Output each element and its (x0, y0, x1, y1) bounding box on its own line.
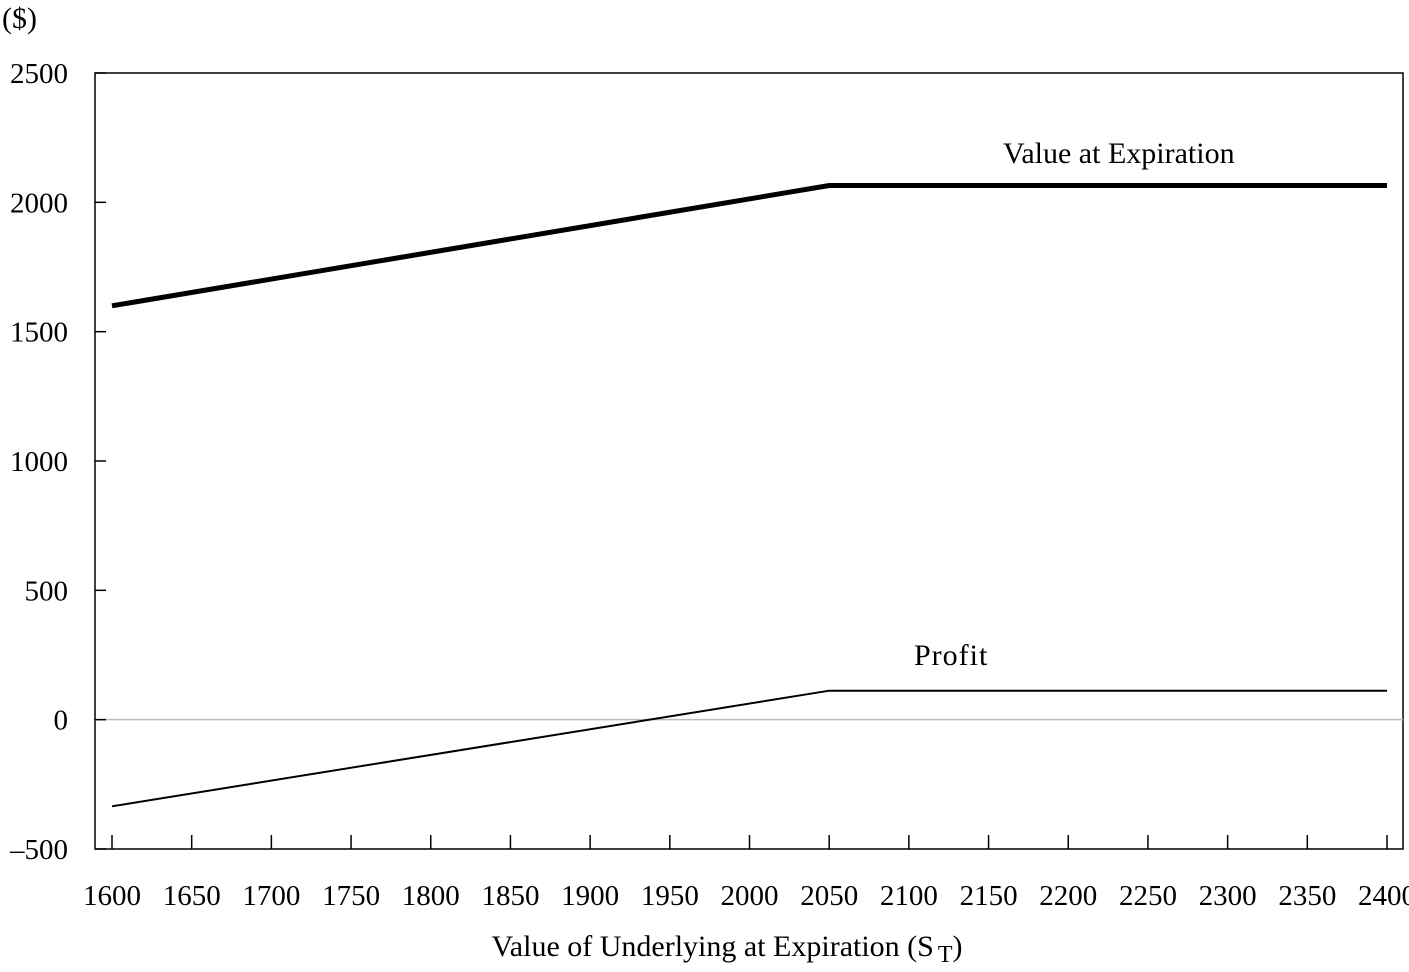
x-axis-label-main: Value of Underlying at Expiration (S (491, 930, 933, 963)
x-tick-label: 2100 (880, 880, 938, 912)
plot-frame (94, 72, 1404, 850)
series-label-profit: Profit (914, 639, 988, 672)
x-tick-label: 2000 (721, 880, 779, 912)
x-tick-label: 1600 (83, 880, 141, 912)
x-tick-label: 2400 (1358, 880, 1409, 912)
y-tick-label: –500 (9, 834, 68, 866)
y-axis: 2500 2000 1500 1000 500 0 –500 (9, 58, 106, 866)
y-tick-label: 2500 (10, 58, 68, 90)
y-tick-label: 1000 (10, 446, 68, 478)
x-tick-label: 1650 (163, 880, 221, 912)
x-tick-label: 2350 (1278, 880, 1336, 912)
y-tick-label: 500 (25, 575, 69, 607)
x-tick-label: 1800 (402, 880, 460, 912)
x-tick-label: 2200 (1039, 880, 1097, 912)
x-axis-label-subscript: T (938, 942, 953, 968)
x-tick-label: 2150 (960, 880, 1018, 912)
x-tick-label: 2050 (800, 880, 858, 912)
series-line-value-at-expiration (111, 183, 1387, 309)
x-tick-label: 2250 (1119, 880, 1177, 912)
x-tick-label: 1750 (322, 880, 380, 912)
x-tick-label: 2300 (1199, 880, 1257, 912)
x-tick-label: 1900 (561, 880, 619, 912)
x-axis-label-close: ) (953, 930, 963, 963)
series-label-value-at-expiration: Value at Expiration (1003, 137, 1235, 170)
y-unit-label: ($) (2, 2, 37, 35)
x-tick-label: 1700 (242, 880, 300, 912)
y-tick-label: 2000 (10, 187, 68, 219)
x-axis-label: Value of Underlying at Expiration (S T) (491, 930, 962, 968)
y-tick-label: 0 (54, 705, 69, 737)
y-tick-label: 1500 (10, 317, 68, 349)
series-line-profit (111, 689, 1387, 808)
x-tick-label: 1950 (641, 880, 699, 912)
x-tick-label: 1850 (481, 880, 539, 912)
x-axis: 1600 1650 1700 1750 1800 1850 1900 1950 2000 2050… (83, 835, 1409, 912)
